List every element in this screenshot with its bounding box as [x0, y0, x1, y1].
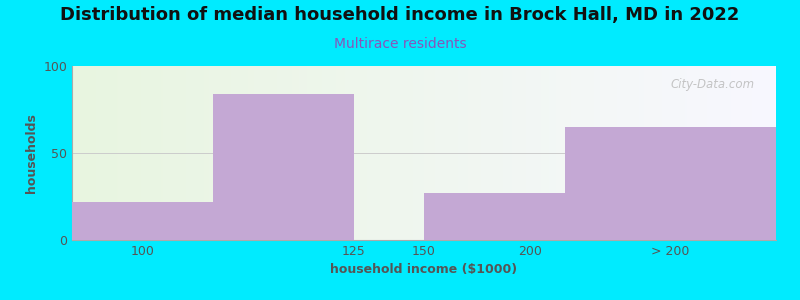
Bar — [72, 202, 213, 240]
Bar — [213, 94, 354, 240]
Bar — [565, 127, 776, 240]
X-axis label: household income ($1000): household income ($1000) — [330, 263, 518, 276]
Text: City-Data.com: City-Data.com — [670, 78, 755, 91]
Bar — [424, 193, 565, 240]
Text: Distribution of median household income in Brock Hall, MD in 2022: Distribution of median household income … — [60, 6, 740, 24]
Text: Multirace residents: Multirace residents — [334, 38, 466, 52]
Y-axis label: households: households — [25, 113, 38, 193]
